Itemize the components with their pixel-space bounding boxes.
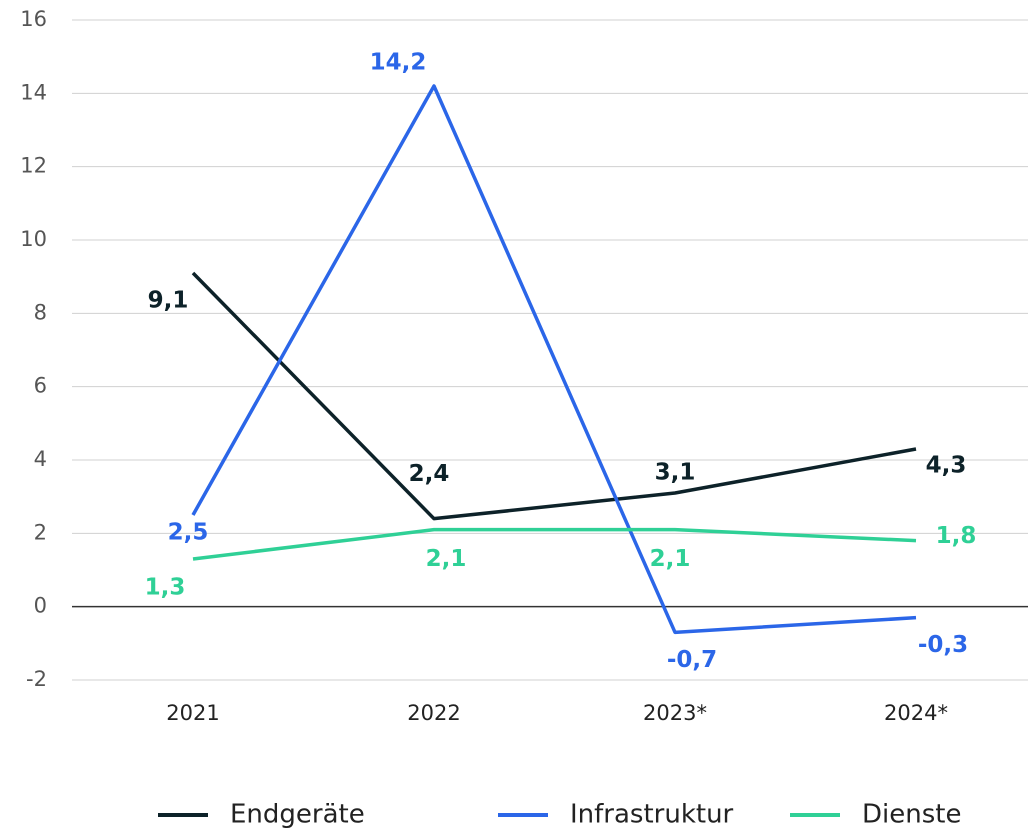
data-label: 2,5 — [168, 520, 209, 546]
series-line — [192, 527, 917, 561]
y-tick-label: 2 — [34, 520, 47, 544]
legend-label: Endgeräte — [230, 800, 365, 830]
data-label: 3,1 — [655, 460, 696, 486]
data-label: 4,3 — [926, 453, 967, 479]
y-tick-label: 4 — [34, 447, 47, 471]
data-label: 2,1 — [650, 546, 691, 572]
y-tick-label: 10 — [20, 227, 47, 251]
data-label: 1,8 — [936, 523, 977, 549]
series-line — [191, 84, 917, 635]
x-tick-label: 2023* — [643, 701, 707, 725]
data-label: 9,1 — [148, 288, 189, 314]
y-tick-label: 12 — [20, 154, 47, 178]
data-label: 2,4 — [409, 461, 450, 487]
y-tick-label: 8 — [34, 300, 47, 324]
data-label: -0,3 — [918, 632, 968, 658]
legend-label: Infrastruktur — [570, 800, 734, 830]
x-tick-label: 2022 — [407, 701, 460, 725]
x-tick-label: 2024* — [884, 701, 948, 725]
y-tick-label: 16 — [20, 7, 47, 31]
data-label: 2,1 — [426, 546, 467, 572]
data-label: 14,2 — [370, 50, 427, 76]
data-label: 1,3 — [145, 575, 186, 601]
legend-label: Dienste — [862, 800, 961, 830]
data-label: -0,7 — [667, 647, 717, 673]
y-tick-label: 14 — [20, 80, 47, 104]
y-tick-label: 0 — [34, 594, 47, 618]
series-line — [191, 271, 917, 521]
y-tick-label: 6 — [34, 374, 47, 398]
y-tick-label: -2 — [26, 667, 47, 691]
x-tick-label: 2021 — [166, 701, 219, 725]
